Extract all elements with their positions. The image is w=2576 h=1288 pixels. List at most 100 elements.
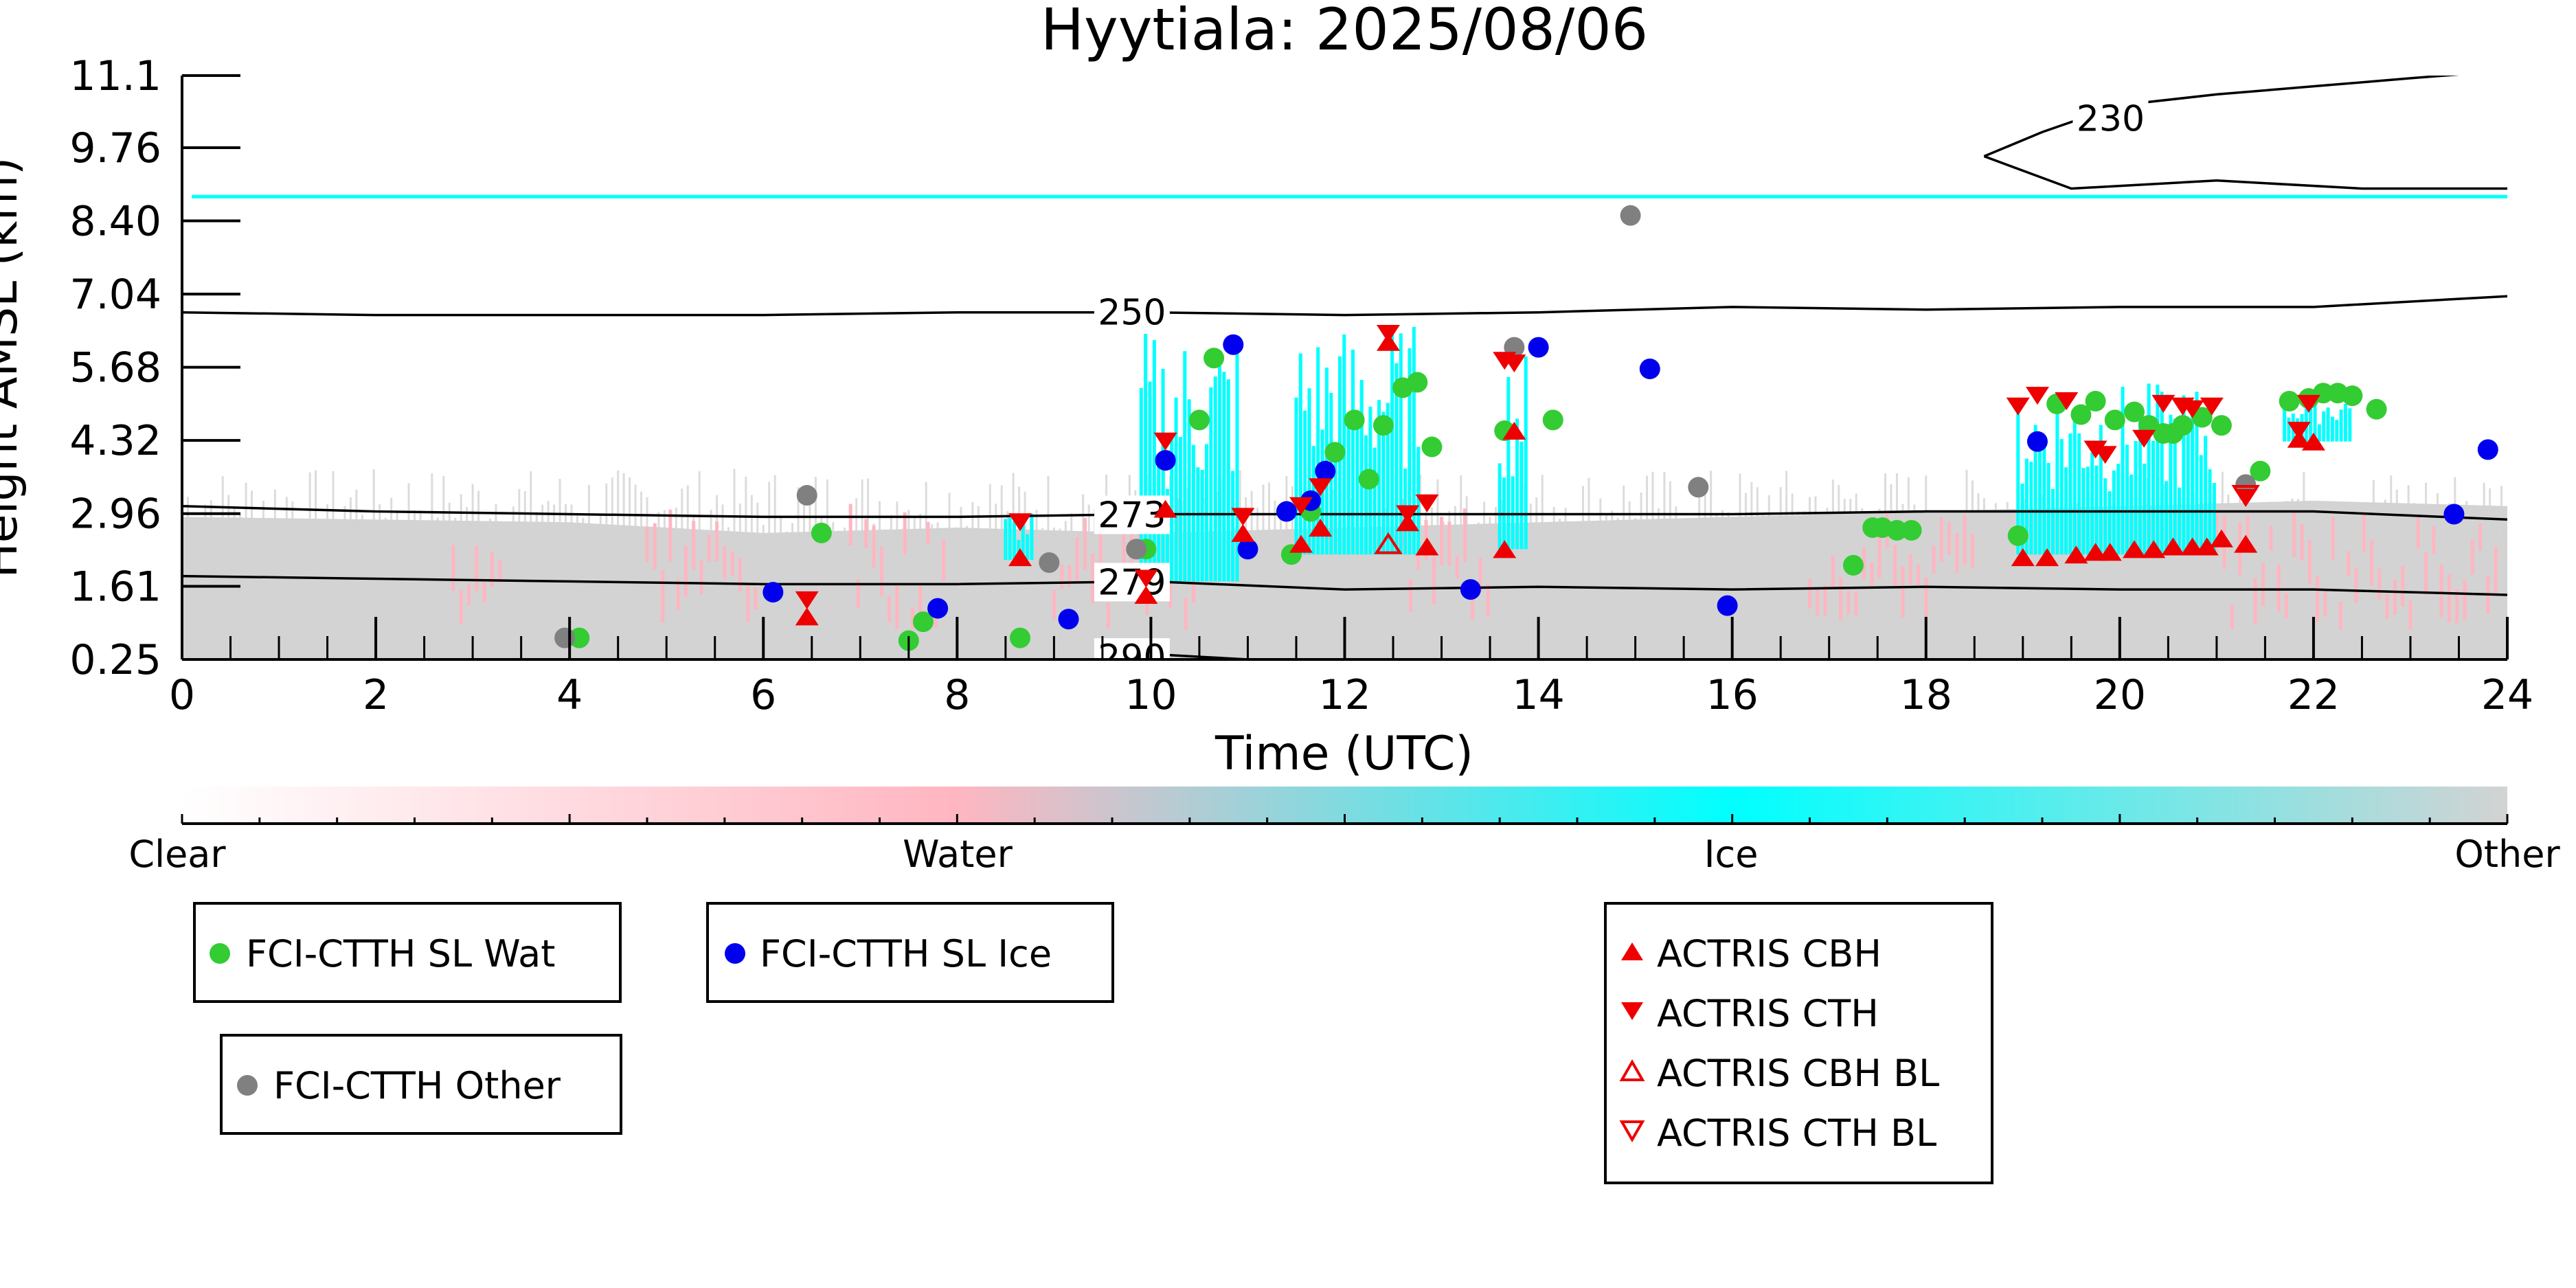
marker-fci-ctth-sl-wat — [1204, 348, 1225, 369]
legend-box-actris: ACTRIS CBH ACTRIS CTH ACTRIS CBH BL ACTR… — [1604, 902, 1993, 1184]
marker-actris-cbh — [2122, 540, 2146, 558]
marker-actris-cbh — [1153, 499, 1177, 518]
marker-actris-cbh — [2098, 543, 2122, 561]
marker-actris-cbh — [1493, 540, 1517, 558]
chart-title: Hyytiala: 2025/08/06 — [1041, 0, 1648, 63]
marker-actris-cth — [2287, 422, 2311, 440]
marker-actris-cth — [795, 591, 819, 609]
y-axis-label: Height AMSL (km) — [0, 157, 28, 578]
marker-fci-ctth-sl-wat — [2007, 525, 2029, 546]
marker-actris-cth — [2093, 446, 2117, 464]
x-tick-label: 0 — [169, 671, 195, 719]
marker-fci-ctth-sl-ice — [1717, 595, 1738, 616]
marker-fci-ctth-other — [796, 485, 817, 506]
x-tick-label: 20 — [2094, 671, 2146, 719]
marker-actris-cbh — [2209, 529, 2233, 547]
legend-marker-fci-other — [237, 1075, 258, 1096]
marker-fci-ctth-sl-wat — [1188, 409, 1210, 431]
marker-fci-ctth-sl-ice — [1460, 579, 1481, 600]
x-tick-label: 4 — [556, 671, 583, 719]
marker-layer — [554, 205, 2498, 651]
contour-label-bg — [1094, 293, 1170, 332]
x-tick-label: 22 — [2287, 671, 2340, 719]
y-tick-label: 4.32 — [69, 417, 161, 465]
legend-label-actris-cbh: ACTRIS CBH — [1657, 932, 1882, 975]
legend-marker-actris-cth — [1621, 1002, 1643, 1020]
marker-fci-ctth-sl-ice — [1058, 609, 1079, 630]
contour-label-250: 250 — [1098, 293, 1166, 334]
marker-actris-cth — [1309, 478, 1333, 497]
marker-fci-ctth-sl-wat — [1901, 519, 1922, 541]
x-tick-label: 8 — [944, 671, 970, 719]
marker-actris-cth — [2180, 400, 2204, 418]
marker-actris-cth — [2132, 429, 2156, 448]
x-tick-label: 16 — [1706, 671, 1758, 719]
marker-fci-ctth-sl-wat — [912, 611, 934, 633]
colorbar-label-water: Water — [903, 833, 1013, 876]
marker-actris-cbh — [795, 607, 819, 626]
marker-fci-ctth-sl-ice — [1223, 334, 1244, 355]
legend-box-fci-ice: FCI-CTTH SL Ice — [706, 902, 1114, 1003]
marker-fci-ctth-sl-wat — [2342, 385, 2363, 407]
contour-label-bg — [1094, 563, 1170, 602]
marker-fci-ctth-sl-wat — [2211, 415, 2232, 436]
marker-fci-ctth-sl-wat — [811, 522, 832, 543]
marker-actris-cbh — [1502, 422, 1526, 440]
marker-fci-ctth-sl-wat — [1542, 409, 1563, 431]
marker-fci-ctth-sl-wat — [2123, 401, 2145, 422]
y-tick-label: 1.61 — [69, 563, 161, 611]
axes: 0 2 4 6 8 10 12 14 16 18 20 22 24 0.251.612.964.325.… — [69, 52, 2533, 719]
legend-marker-actris-cbh — [1621, 942, 1643, 960]
marker-fci-ctth-sl-ice — [1276, 501, 1297, 522]
marker-fci-ctth-other — [554, 627, 576, 648]
marker-fci-ctth-sl-ice — [2443, 504, 2465, 525]
colorbar-label-ice: Ice — [1704, 833, 1759, 876]
marker-fci-ctth-other — [1039, 552, 1060, 573]
x-tick-label: 24 — [2481, 671, 2533, 719]
contour-line-279 — [182, 574, 2507, 596]
marker-fci-ctth-sl-ice — [1528, 337, 1549, 358]
marker-actris-cth — [1153, 432, 1177, 451]
legend-label-actris-cth-bl: ACTRIS CTH BL — [1657, 1111, 1936, 1155]
temperature-contour-layer: 230 250 273 279 290 — [182, 76, 2507, 659]
contour-label-273: 273 — [1098, 495, 1166, 536]
legend-marker-fci-wat — [210, 943, 230, 964]
marker-fci-ctth-sl-wat — [2279, 390, 2300, 411]
marker-fci-ctth-sl-wat — [1407, 372, 1428, 393]
legend-marker-actris-cbh-bl — [1619, 1059, 1645, 1081]
y-tick-label: 0.25 — [69, 636, 161, 684]
marker-fci-ctth-sl-ice — [2026, 431, 2048, 452]
marker-fci-ctth-sl-wat — [1324, 442, 1346, 463]
marker-fci-ctth-sl-ice — [1315, 460, 1336, 482]
marker-actris-cbh — [2234, 534, 2258, 553]
marker-actris-cbh — [1309, 519, 1333, 537]
marker-actris-cth — [1134, 569, 1158, 588]
marker-actris-cbh — [1134, 585, 1158, 604]
legend-label-actris-cbh-bl: ACTRIS CBH BL — [1657, 1052, 1939, 1095]
marker-fci-ctth-other — [1126, 539, 1147, 560]
marker-fci-ctth-sl-ice — [1155, 450, 1176, 471]
marker-actris-cth — [1376, 325, 1400, 343]
y-tick-label: 11.1 — [69, 52, 161, 100]
marker-actris-cbh — [2161, 537, 2185, 556]
marker-fci-ctth-sl-wat — [2250, 460, 2271, 482]
x-tick-label: 2 — [363, 671, 389, 719]
contour-label-bg — [2072, 99, 2149, 138]
marker-actris-cbh — [2301, 432, 2325, 451]
marker-actris-cbh — [1415, 537, 1439, 556]
marker-fci-ctth-sl-wat — [2191, 407, 2213, 428]
marker-fci-ctth-sl-wat — [1372, 415, 1394, 436]
marker-fci-ctth-sl-wat — [1358, 468, 1379, 490]
legend-label-fci-ice: FCI-CTTH SL Ice — [760, 932, 1052, 975]
y-ticks: 0.25 1.61 2.96 4.32 5.68 7.04 8.40 9.76 11.1 — [69, 52, 240, 684]
legend-label-fci-wat: FCI-CTTH SL Wat — [246, 932, 555, 975]
marker-fci-ctth-sl-wat — [569, 627, 590, 648]
marker-fci-ctth-sl-wat — [1344, 409, 1365, 431]
marker-fci-ctth-sl-wat — [2172, 415, 2193, 436]
contour-line-250 — [182, 295, 2507, 317]
marker-actris-cth — [2296, 394, 2320, 413]
marker-actris-cbh — [1008, 548, 1032, 567]
legend-marker-fci-ice — [725, 943, 745, 964]
legend-box-fci-other: FCI-CTTH Other — [220, 1034, 622, 1135]
colorbar: Clear Water Ice Other — [128, 787, 2560, 876]
